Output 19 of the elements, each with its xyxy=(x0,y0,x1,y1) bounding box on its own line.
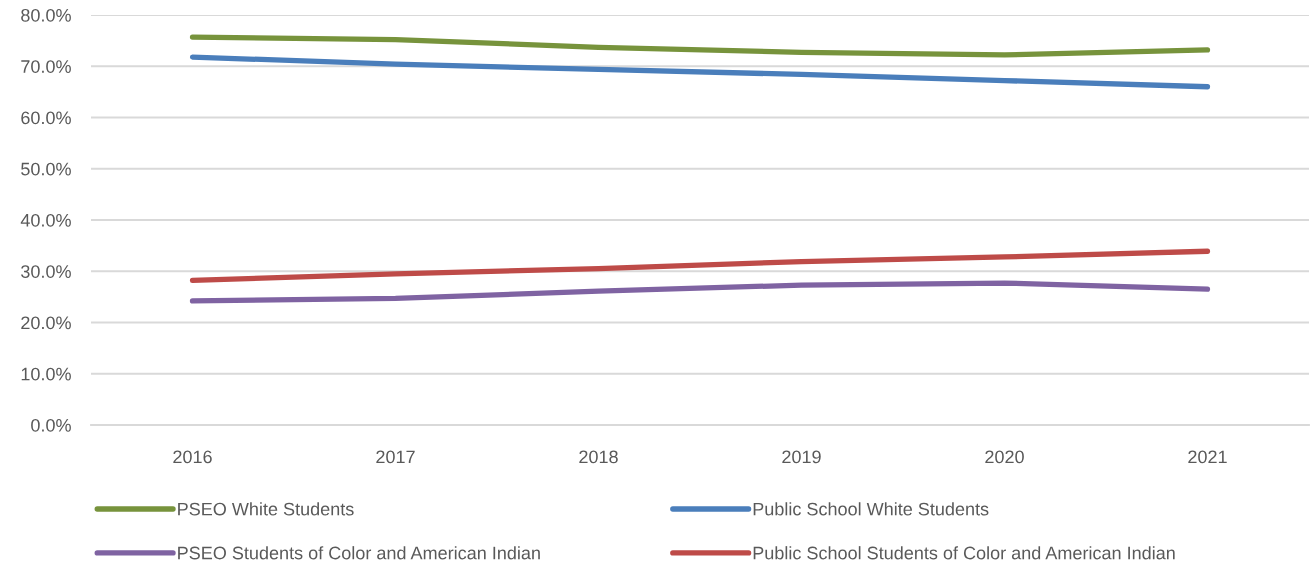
y-tick-label: 80.0% xyxy=(21,8,71,22)
y-tick-label: 40.0% xyxy=(20,213,71,227)
legend-label: Public School Students of Color and American Indian xyxy=(753,546,1175,560)
y-tick-label: 0.0% xyxy=(31,418,71,432)
y-tick-label: 30.0% xyxy=(21,265,71,278)
x-tick-label: 2019 xyxy=(782,450,821,464)
x-tick-label: 2020 xyxy=(985,450,1024,464)
legend-label: PSEO Students of Color and American Indian xyxy=(178,546,540,560)
y-tick-label: 20.0% xyxy=(21,316,71,330)
y-tick-label: 60.0% xyxy=(21,111,71,125)
y-tick-label: 70.0% xyxy=(21,60,71,73)
x-tick-label: 2016 xyxy=(173,450,212,464)
legend-label: PSEO White Students xyxy=(178,502,354,516)
y-tick-label: 10.0% xyxy=(21,367,71,381)
x-tick-label: 2017 xyxy=(376,450,415,464)
y-tick-label: 50.0% xyxy=(21,162,71,176)
x-tick-label: 2021 xyxy=(1188,450,1227,464)
legend-label: Public School White Students xyxy=(753,502,989,516)
x-tick-label: 2018 xyxy=(579,450,618,464)
